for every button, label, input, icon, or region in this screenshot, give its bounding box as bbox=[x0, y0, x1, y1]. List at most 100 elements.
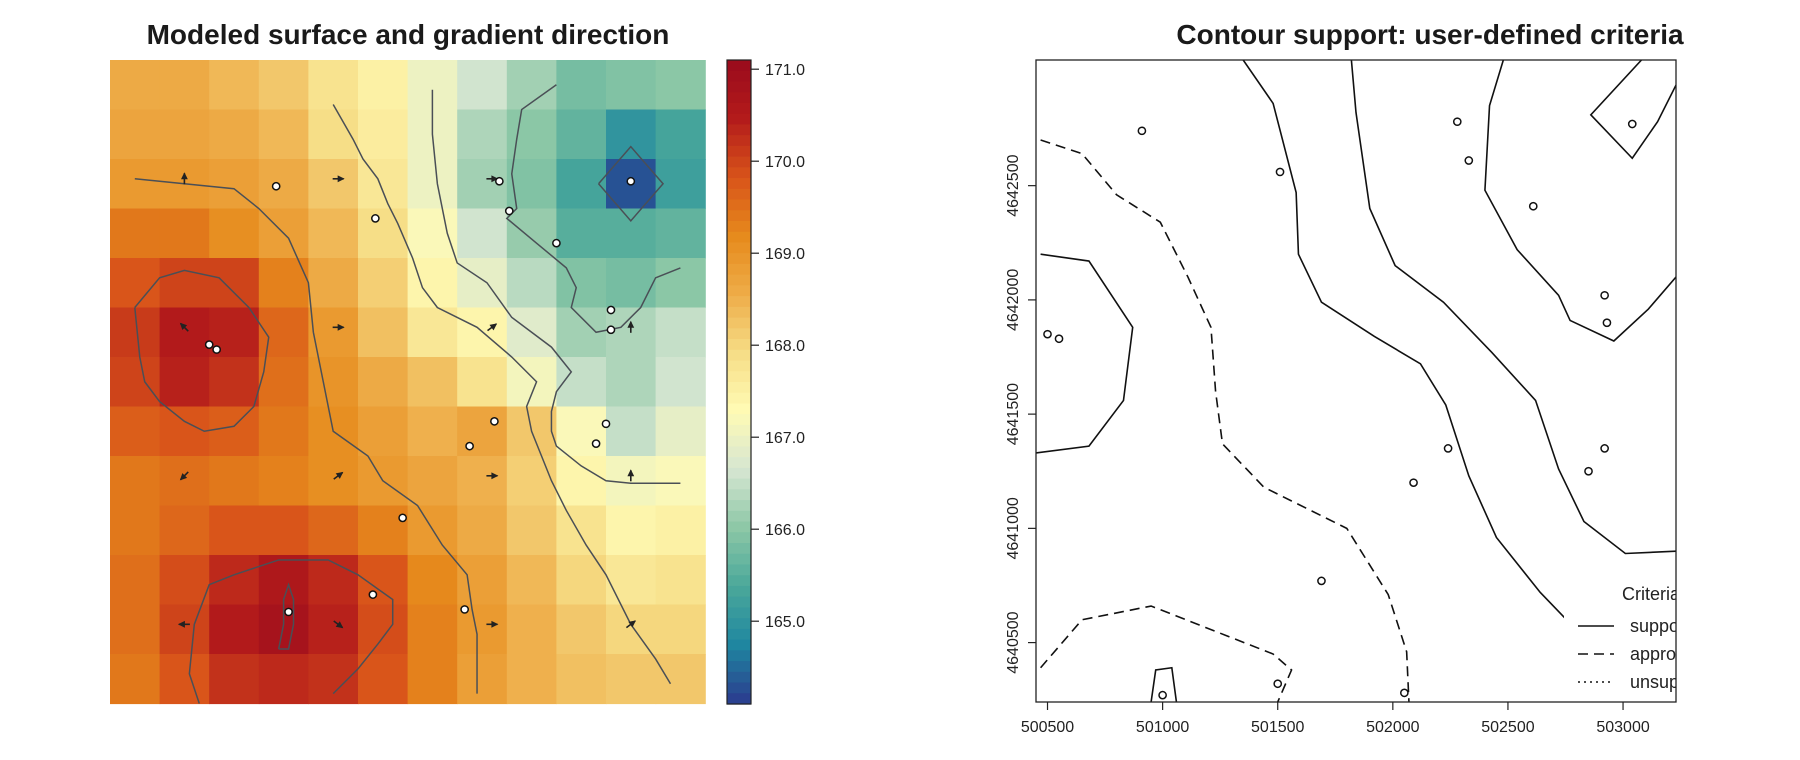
heatmap-cell bbox=[110, 604, 161, 655]
contour-supported bbox=[1150, 666, 1178, 702]
heatmap-cell bbox=[258, 109, 309, 160]
heatmap-cell bbox=[209, 357, 260, 408]
heatmap-cell bbox=[655, 208, 706, 259]
heatmap-cell bbox=[209, 505, 260, 556]
heatmap-cell bbox=[506, 357, 557, 408]
color-legend-swatch bbox=[727, 682, 751, 694]
heatmap-cells bbox=[110, 60, 706, 705]
heatmap-cell bbox=[556, 604, 607, 655]
contour-line bbox=[134, 269, 270, 433]
color-legend-bar bbox=[726, 59, 752, 705]
heatmap-cell bbox=[556, 208, 607, 259]
color-legend-swatch bbox=[727, 500, 751, 512]
color-legend-swatch bbox=[727, 242, 751, 254]
color-tick-label: 167.0 bbox=[765, 430, 805, 447]
color-legend-swatch bbox=[727, 317, 751, 329]
heatmap-cell bbox=[606, 604, 657, 655]
support-point bbox=[1317, 576, 1326, 586]
support-point bbox=[1275, 167, 1285, 177]
color-legend-swatch bbox=[727, 607, 751, 619]
color-legend-swatch bbox=[727, 661, 751, 673]
x-tick-label: 500500 bbox=[1021, 719, 1074, 736]
heatmap-cell bbox=[407, 654, 458, 705]
sample-point bbox=[601, 419, 611, 429]
color-legend-swatch bbox=[727, 263, 751, 276]
heatmap-cell bbox=[110, 208, 161, 259]
color-legend-swatch bbox=[727, 671, 751, 684]
heatmap-cell bbox=[556, 555, 607, 606]
heatmap-cell bbox=[457, 654, 508, 705]
color-legend-swatch bbox=[727, 92, 751, 104]
support-point bbox=[1600, 444, 1609, 453]
color-tick-label: 166.0 bbox=[765, 522, 805, 539]
heatmap-cell bbox=[209, 208, 260, 259]
heatmap-cell bbox=[308, 654, 359, 705]
support-point bbox=[1443, 444, 1453, 453]
heatmap-cell bbox=[606, 505, 657, 556]
heatmap-cell bbox=[308, 258, 359, 309]
support-point bbox=[1452, 117, 1462, 127]
color-legend-swatch bbox=[727, 446, 751, 458]
sample-point bbox=[398, 513, 407, 523]
color-legend-swatch bbox=[727, 371, 751, 383]
heatmap-cell bbox=[258, 505, 309, 556]
color-legend-swatch bbox=[727, 467, 751, 480]
support-point bbox=[1627, 119, 1637, 129]
support-point bbox=[1528, 201, 1538, 211]
sample-point bbox=[271, 181, 281, 191]
gradient-arrow bbox=[332, 175, 345, 183]
heatmap-cell bbox=[407, 555, 458, 606]
color-legend-ticks: 165.0 166.0 167.0 168.0 169.0 170.0 171.0 bbox=[751, 62, 805, 631]
heatmap-cell bbox=[110, 406, 161, 457]
sample-point bbox=[606, 325, 616, 335]
heatmap-cell bbox=[407, 307, 458, 358]
heatmap-cell bbox=[655, 258, 706, 309]
color-legend-swatch bbox=[727, 145, 751, 158]
heatmap-cell bbox=[358, 604, 409, 655]
color-legend-swatch bbox=[727, 60, 751, 72]
contour-line bbox=[134, 178, 478, 694]
heatmap-cell bbox=[209, 60, 260, 111]
sample-point bbox=[465, 441, 474, 451]
heatmap-cell bbox=[358, 258, 409, 309]
support-point bbox=[1602, 318, 1612, 328]
heatmap-cell bbox=[110, 109, 161, 160]
heatmap-cell bbox=[159, 60, 210, 111]
heatmap-cell bbox=[358, 357, 409, 408]
heatmap-cell bbox=[159, 555, 210, 606]
heatmap-cell bbox=[655, 60, 706, 111]
heatmap-cell bbox=[407, 357, 458, 408]
contour-line bbox=[431, 89, 681, 484]
axes: 500500 501000 501500 502000 502500 503000 4640… bbox=[1005, 154, 1650, 736]
heatmap-cell bbox=[506, 159, 557, 210]
sample-point bbox=[591, 439, 601, 448]
heatmap-cell bbox=[556, 456, 607, 507]
heatmap-cell bbox=[407, 456, 458, 507]
gradient-arrow bbox=[486, 472, 499, 480]
heatmap-cell bbox=[606, 60, 657, 111]
color-legend-swatch bbox=[727, 478, 751, 490]
heatmap-cell bbox=[606, 654, 657, 705]
color-legend-swatch bbox=[727, 70, 751, 83]
heatmap-cell bbox=[506, 604, 557, 655]
heatmap-cell bbox=[506, 505, 557, 556]
sample-point bbox=[626, 176, 636, 186]
color-legend-swatch bbox=[727, 135, 751, 147]
heatmap-cell bbox=[655, 555, 706, 606]
contour-line bbox=[597, 145, 665, 223]
heatmap-cell bbox=[655, 505, 706, 556]
contour-supported bbox=[1242, 60, 1624, 698]
heatmap-cell bbox=[556, 357, 607, 408]
color-tick-label: 171.0 bbox=[765, 62, 805, 79]
left-chart-title: Modeled surface and gradient direction bbox=[147, 19, 670, 50]
heatmap-cell bbox=[457, 208, 508, 259]
legend-entry-label: approximated bbox=[1630, 644, 1739, 664]
y-tick-label: 4640500 bbox=[1005, 611, 1022, 673]
heatmap-cell bbox=[655, 456, 706, 507]
sample-point bbox=[490, 417, 499, 426]
gradient-arrow bbox=[625, 620, 636, 629]
color-legend-swatch bbox=[727, 188, 751, 201]
color-legend-swatch bbox=[727, 124, 751, 136]
heatmap-cell bbox=[258, 357, 309, 408]
